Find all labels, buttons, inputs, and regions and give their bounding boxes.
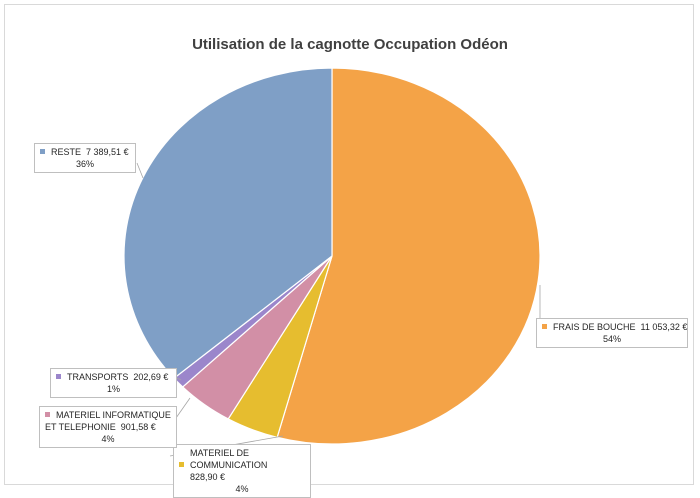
slice-percent: 54% — [602, 334, 621, 344]
leader-line — [136, 162, 144, 179]
legend-swatch — [542, 324, 547, 330]
slice-amount: 11 053,32 € — [640, 322, 688, 332]
legend-swatch — [56, 374, 61, 380]
slice-percent: 4% — [101, 434, 115, 444]
slice-amount: 7 389,51 € — [86, 147, 129, 157]
slice-amount: 828,90 € — [190, 472, 226, 482]
slice-percent: 4% — [235, 484, 249, 494]
data-label-transports: TRANSPORTS 202,69 € 1% — [50, 368, 177, 398]
leader-line — [176, 377, 182, 381]
data-label-reste: RESTE 7 389,51 € 36% — [34, 143, 136, 173]
data-label-materiel-informatique: MATERIEL INFORMATIQUE ET TELEPHONIE 901,… — [39, 406, 177, 448]
data-label-frais-de-bouche: FRAIS DE BOUCHE 11 053,32 € 54% — [536, 318, 688, 348]
slice-amount: 901,58 € — [120, 422, 156, 432]
slice-name-line1: MATERIEL DE COMMUNICATION — [190, 448, 268, 470]
slice-name: MATERIEL INFORMATIQUE ET TELEPHONIE — [45, 410, 171, 432]
slice-name: RESTE — [51, 147, 82, 157]
slice-name: TRANSPORTS — [67, 372, 129, 382]
legend-swatch — [179, 462, 184, 468]
leader-line — [175, 397, 191, 419]
slice-percent: 1% — [106, 384, 120, 394]
slice-name: FRAIS DE BOUCHE — [553, 322, 636, 332]
chart-title: Utilisation de la cagnotte Occupation Od… — [192, 36, 508, 53]
pie-slice-frais-de-bouche — [276, 67, 541, 445]
data-label-materiel-de-communication: MATERIEL DE COMMUNICATION 828,90 € 4% — [173, 444, 311, 498]
legend-swatch — [45, 412, 50, 418]
slice-percent: 36% — [75, 159, 94, 169]
legend-swatch — [40, 149, 45, 155]
slice-amount: 202,69 € — [133, 372, 169, 382]
